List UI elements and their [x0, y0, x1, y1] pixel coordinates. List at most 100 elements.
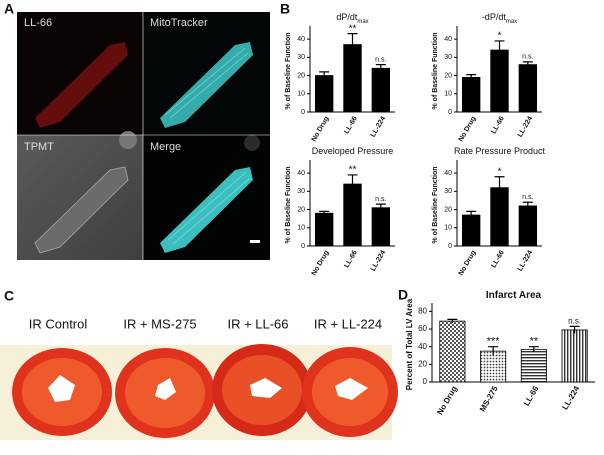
- y-tick-label: 20: [297, 72, 305, 79]
- bar: [518, 205, 538, 247]
- error-bar: [488, 346, 499, 356]
- bar: [520, 348, 547, 383]
- x-tick-label: LL-66: [343, 249, 358, 269]
- significance-label: n.s.: [522, 194, 533, 201]
- error-bar: [347, 174, 358, 194]
- significance-label: *: [498, 166, 502, 177]
- bar: [518, 64, 538, 113]
- bar: [461, 214, 481, 247]
- title-text: Infarct Area: [486, 290, 542, 301]
- condition-label: IR + MS-275: [123, 316, 196, 331]
- significance-label: *: [498, 31, 502, 42]
- x-tick-label: No Drug: [311, 115, 331, 142]
- error-bar: [375, 64, 386, 72]
- chart-title: Rate Pressure Product: [454, 146, 546, 156]
- x-tick-label: No Drug: [458, 249, 478, 276]
- image-label: TPMT: [24, 141, 54, 153]
- error-bar: [569, 325, 580, 334]
- panel-label: D: [398, 287, 408, 303]
- x-tick-label: LL-224: [560, 384, 581, 411]
- y-tick-label: 40: [297, 36, 305, 43]
- error-bar: [347, 33, 358, 56]
- y-tick-label: 30: [297, 54, 305, 61]
- x-tick-label: LL-66: [490, 249, 505, 269]
- y-axis-label: Percent of Total LV Area: [405, 298, 414, 390]
- image-label: MitoTracker: [150, 17, 208, 29]
- error-bar: [494, 40, 505, 60]
- significance-label: n.s.: [522, 54, 533, 61]
- panel-label: C: [4, 288, 14, 304]
- bar: [439, 320, 466, 383]
- image-label: LL-66: [24, 17, 52, 29]
- bar: [371, 67, 391, 113]
- bar: [490, 49, 509, 113]
- significance-label: ***: [487, 336, 501, 348]
- x-tick-label: LL-66: [490, 115, 505, 135]
- bar: [561, 329, 588, 383]
- x-tick-label: LL-224: [517, 249, 534, 272]
- y-tick-label: 30: [297, 188, 305, 195]
- panel-label: B: [280, 1, 290, 17]
- condition-label: IR Control: [29, 316, 88, 331]
- y-tick-label: 10: [444, 91, 452, 98]
- condition-label: IR + LL-66: [227, 316, 288, 331]
- x-tick-label: LL-66: [522, 384, 541, 407]
- x-tick-label: No Drug: [458, 115, 478, 142]
- bar: [371, 207, 391, 247]
- x-tick-label: LL-224: [370, 249, 387, 272]
- y-axis-label: % of Baseline Function: [285, 32, 292, 109]
- error-bar: [522, 61, 533, 68]
- x-tick-label: MS-275: [478, 384, 500, 413]
- significance-label: **: [530, 336, 539, 348]
- x-tick-label: LL-224: [370, 115, 387, 138]
- significance-label: n.s.: [375, 196, 386, 203]
- image-label: Merge: [150, 141, 181, 153]
- y-tick-label: 0: [448, 243, 452, 250]
- title-text: dP/dt: [336, 12, 358, 22]
- significance-label: **: [349, 165, 357, 176]
- y-tick-label: 0: [423, 377, 428, 386]
- x-tick-label: LL-66: [343, 115, 358, 135]
- y-tick-label: 30: [444, 188, 452, 195]
- bar: [461, 76, 481, 113]
- error-bar: [466, 74, 477, 81]
- y-tick-label: 80: [418, 307, 427, 316]
- error-bar: [319, 210, 330, 216]
- bar: [480, 350, 507, 383]
- heart-slices: [0, 344, 398, 440]
- y-tick-label: 0: [301, 243, 305, 250]
- chart-title: -dP/dtmax: [482, 12, 517, 24]
- y-axis-label: % of Baseline Function: [432, 166, 439, 243]
- x-tick-label: LL-224: [517, 115, 534, 138]
- y-tick-label: 20: [418, 359, 427, 368]
- y-tick-label: 0: [301, 109, 305, 116]
- y-tick-label: 40: [418, 342, 427, 351]
- significance-label: n.s.: [568, 317, 581, 326]
- error-bar: [528, 346, 539, 352]
- title-text: Rate Pressure Product: [454, 146, 546, 156]
- y-tick-label: 10: [297, 225, 305, 232]
- y-tick-label: 10: [444, 225, 452, 232]
- title-subscript: max: [357, 19, 368, 25]
- error-bar: [494, 176, 505, 199]
- y-tick-label: 40: [444, 36, 452, 43]
- microscopy-grid: [17, 12, 270, 260]
- title-text: -dP/dt: [482, 12, 507, 22]
- bar: [343, 183, 362, 247]
- y-axis-label: % of Baseline Function: [285, 166, 292, 243]
- chart-title: Developed Pressure: [312, 146, 394, 156]
- y-tick-label: 20: [444, 206, 452, 213]
- error-bar: [375, 203, 386, 212]
- bar: [314, 212, 334, 247]
- y-tick-label: 0: [448, 109, 452, 116]
- y-tick-label: 20: [444, 72, 452, 79]
- title-text: Developed Pressure: [312, 146, 394, 156]
- x-tick-label: No Drug: [311, 249, 331, 276]
- condition-label: IR + LL-224: [314, 316, 382, 331]
- bar: [314, 75, 334, 113]
- error-bar: [466, 210, 477, 219]
- y-tick-label: 40: [297, 170, 305, 177]
- y-tick-label: 10: [297, 91, 305, 98]
- y-tick-label: 20: [297, 206, 305, 213]
